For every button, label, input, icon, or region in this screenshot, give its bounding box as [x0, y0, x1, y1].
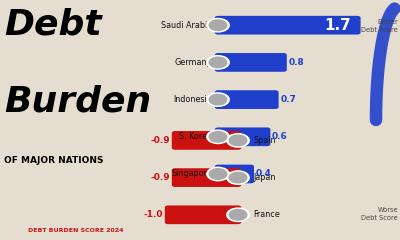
Text: Burden: Burden [4, 84, 151, 118]
Circle shape [207, 167, 229, 181]
Circle shape [209, 169, 227, 179]
Text: Saudi Arabia: Saudi Arabia [161, 21, 212, 30]
Circle shape [207, 130, 229, 144]
Circle shape [209, 20, 227, 30]
Circle shape [207, 56, 229, 69]
Text: 0.6: 0.6 [272, 132, 288, 141]
Circle shape [229, 172, 247, 183]
Text: Germany: Germany [175, 58, 212, 67]
Text: Worse
Debt Score: Worse Debt Score [361, 207, 398, 221]
FancyBboxPatch shape [215, 16, 361, 35]
Text: 0.7: 0.7 [280, 95, 296, 104]
Circle shape [209, 132, 227, 142]
Circle shape [227, 208, 249, 222]
Text: OF MAJOR NATIONS: OF MAJOR NATIONS [4, 156, 104, 165]
Text: S. Korea: S. Korea [179, 132, 212, 141]
Text: 1.7: 1.7 [325, 18, 351, 33]
Circle shape [207, 93, 229, 106]
Text: -0.9: -0.9 [150, 173, 170, 182]
Text: Spain: Spain [253, 136, 276, 145]
FancyBboxPatch shape [165, 205, 241, 224]
Text: Singapore: Singapore [171, 169, 212, 179]
Text: 0.8: 0.8 [288, 58, 304, 67]
FancyBboxPatch shape [172, 131, 241, 150]
Text: Indonesia: Indonesia [173, 95, 212, 104]
Text: Japan: Japan [253, 173, 276, 182]
Text: DEBT BURDEN SCORE 2024: DEBT BURDEN SCORE 2024 [28, 228, 124, 233]
Circle shape [209, 94, 227, 105]
Circle shape [207, 18, 229, 32]
Text: France: France [253, 210, 280, 219]
FancyBboxPatch shape [215, 165, 254, 183]
FancyBboxPatch shape [215, 53, 287, 72]
FancyBboxPatch shape [215, 127, 270, 146]
Circle shape [229, 210, 247, 220]
Text: 0.4: 0.4 [256, 169, 272, 179]
Text: -0.9: -0.9 [150, 136, 170, 145]
Circle shape [227, 134, 249, 147]
FancyBboxPatch shape [172, 168, 241, 187]
Text: Better
Debt Score: Better Debt Score [361, 19, 398, 33]
Text: Debt: Debt [4, 7, 102, 41]
Circle shape [229, 135, 247, 146]
Text: -1.0: -1.0 [144, 210, 163, 219]
Circle shape [227, 171, 249, 184]
Circle shape [209, 57, 227, 68]
FancyBboxPatch shape [215, 90, 279, 109]
